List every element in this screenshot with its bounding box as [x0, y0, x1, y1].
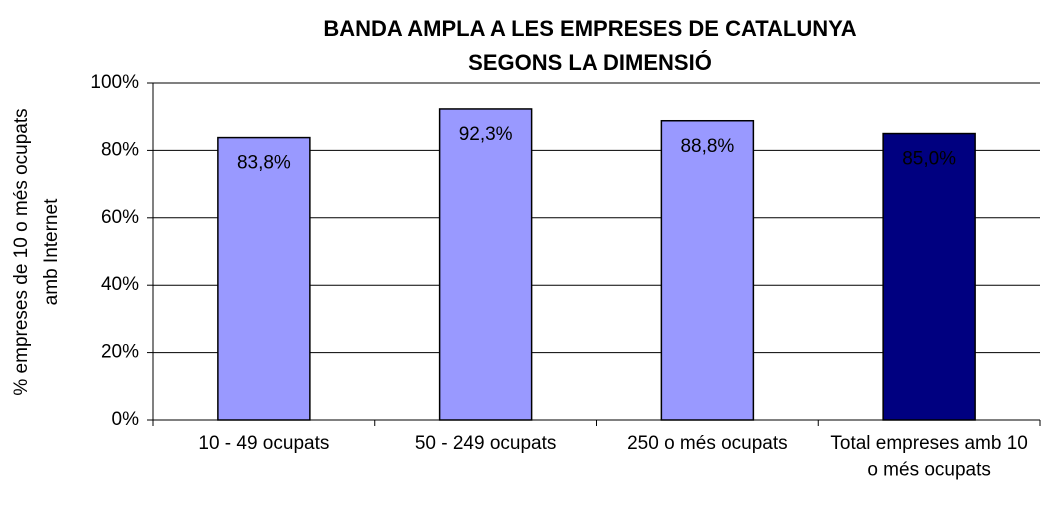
- value-label: 88,8%: [680, 136, 734, 157]
- bar: [438, 108, 533, 421]
- bar: [882, 132, 976, 421]
- x-tick-label: 250 o més ocupats: [627, 433, 788, 454]
- y-tick-label: 0%: [112, 409, 140, 430]
- value-label: 83,8%: [237, 153, 291, 174]
- y-tick-label: 80%: [101, 139, 139, 160]
- bar: [217, 136, 311, 421]
- x-tick-label: Total empreses amb 10 o més ocupats: [830, 433, 1028, 481]
- bar: [660, 119, 755, 421]
- y-axis-label: % empreses de 10 o més ocupats: [11, 108, 32, 395]
- x-tick-label: 50 - 249 ocupats: [415, 433, 557, 454]
- y-tick-label: 40%: [101, 274, 139, 295]
- y-tick-label: 20%: [101, 342, 139, 363]
- value-label: 85,0%: [902, 149, 956, 170]
- chart-title: BANDA AMPLA A LES EMPRESES DE CATALUNYA: [323, 16, 856, 41]
- y-tick-label: 60%: [101, 207, 139, 228]
- chart-title: SEGONS LA DIMENSIÓ: [468, 50, 712, 75]
- y-tick-label: 100%: [90, 72, 139, 93]
- y-axis-label: amb Internet: [41, 198, 62, 305]
- value-label: 92,3%: [459, 124, 513, 145]
- x-tick-label: 10 - 49 ocupats: [198, 433, 329, 454]
